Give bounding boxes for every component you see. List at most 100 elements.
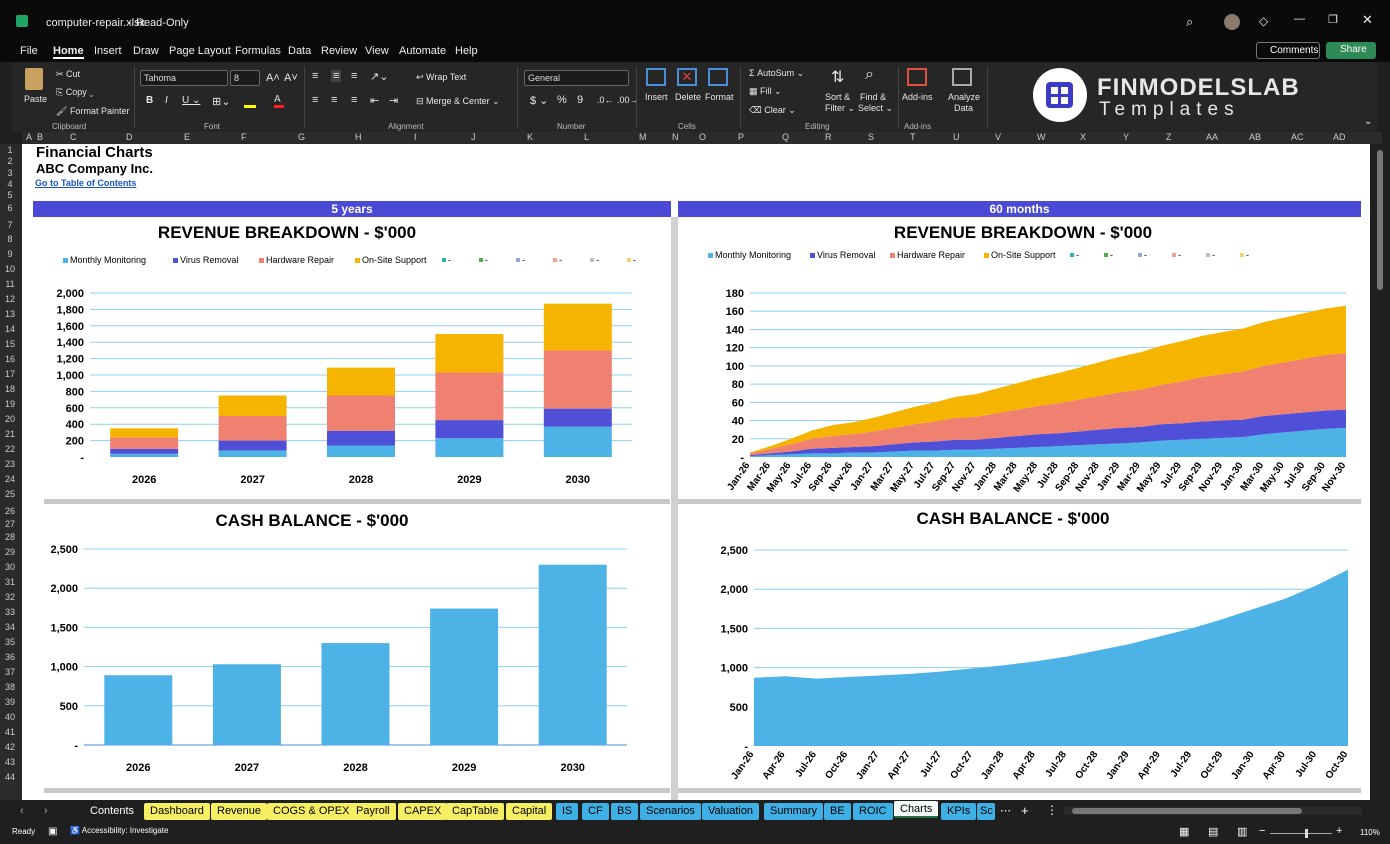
font-name-select[interactable]: Tahoma <box>140 70 228 86</box>
col-header[interactable]: A <box>26 132 33 142</box>
shrink-font-icon[interactable]: A˅ <box>284 72 298 84</box>
zoom-level[interactable]: 110% <box>1360 828 1380 837</box>
tab-sc[interactable]: Sc <box>977 803 995 820</box>
row-header[interactable]: 40 <box>4 712 15 722</box>
format-painter-button[interactable]: 🖌 Format Painter <box>56 106 130 116</box>
col-header[interactable]: S <box>868 132 875 142</box>
row-header[interactable]: 10 <box>4 264 15 274</box>
percent-icon[interactable]: % <box>557 94 567 106</box>
menu-data[interactable]: Data <box>288 45 312 57</box>
insert-button[interactable]: Insert <box>645 92 668 102</box>
tab-kpis[interactable]: KPIs <box>941 803 977 820</box>
format-button[interactable]: Format <box>705 92 734 102</box>
col-header[interactable]: R <box>825 132 832 142</box>
col-header[interactable]: O <box>699 132 707 142</box>
tab-be[interactable]: BE <box>824 803 851 820</box>
tab-capex[interactable]: CAPEX <box>398 803 448 820</box>
col-header[interactable]: Q <box>782 132 790 142</box>
col-header[interactable]: F <box>241 132 247 142</box>
row-header[interactable]: 38 <box>4 682 15 692</box>
select-button[interactable]: Select ⌄ <box>858 103 894 113</box>
row-header[interactable]: 16 <box>4 354 15 364</box>
col-header[interactable]: J <box>471 132 476 142</box>
col-header[interactable]: X <box>1080 132 1087 142</box>
tab-is[interactable]: IS <box>556 803 579 820</box>
paste-icon[interactable] <box>25 68 43 90</box>
page-break-view-icon[interactable]: ▥ <box>1237 826 1248 838</box>
row-header[interactable]: 23 <box>4 459 15 469</box>
insert-cells-icon[interactable] <box>646 68 666 86</box>
borders-icon[interactable]: ⊞⌄ <box>212 96 231 108</box>
col-header[interactable]: Z <box>1166 132 1172 142</box>
revenue-breakdown-annual-chart[interactable]: REVENUE BREAKDOWN - $'000 Monthly Monitor… <box>22 217 671 499</box>
more-sheets-icon[interactable]: ⋯ <box>1000 805 1011 817</box>
col-header[interactable]: C <box>70 132 77 142</box>
row-header[interactable]: 1 <box>7 145 13 155</box>
row-header[interactable]: 43 <box>4 757 15 767</box>
tab-valuation[interactable]: Valuation <box>702 803 760 820</box>
row-header[interactable]: 24 <box>4 474 15 484</box>
prev-sheet-icon[interactable]: ‹ <box>20 805 24 817</box>
col-header[interactable]: W <box>1037 132 1046 142</box>
align-center-icon[interactable]: ≡ <box>331 94 338 106</box>
row-header[interactable]: 44 <box>4 772 15 782</box>
row-header[interactable]: 27 <box>4 519 15 529</box>
grow-font-icon[interactable]: A˄ <box>266 72 280 84</box>
tab-capital[interactable]: Capital <box>506 803 553 820</box>
row-header[interactable]: 7 <box>7 220 13 230</box>
row-header[interactable]: 32 <box>4 592 15 602</box>
fill-button[interactable]: ▦ Fill ⌄ <box>749 86 782 96</box>
col-header[interactable]: B <box>37 132 44 142</box>
merge-center-button[interactable]: ⊟ Merge & Center ⌄ <box>416 96 500 106</box>
row-header[interactable]: 8 <box>7 234 13 244</box>
sheet-options-icon[interactable]: ⋮ <box>1046 803 1058 817</box>
vertical-scrollbar[interactable] <box>1370 144 1390 800</box>
page-layout-view-icon[interactable]: ▤ <box>1208 826 1219 838</box>
sort-filter-icon[interactable]: ⇅ <box>831 69 845 86</box>
restore-icon[interactable]: ❐ <box>1328 14 1338 26</box>
row-header[interactable]: 30 <box>4 562 15 572</box>
row-header[interactable]: 17 <box>4 369 15 379</box>
zoom-in-icon[interactable]: + <box>1336 825 1343 837</box>
font-color-icon[interactable]: A <box>274 94 284 108</box>
tab-contents[interactable]: Contents <box>90 805 135 817</box>
add-sheet-icon[interactable]: + <box>1021 803 1029 818</box>
row-header[interactable]: 34 <box>4 622 15 632</box>
revenue-breakdown-monthly-chart[interactable]: REVENUE BREAKDOWN - $'000 Monthly Monitor… <box>678 217 1361 499</box>
align-top-icon[interactable]: ≡ <box>312 70 319 82</box>
zoom-slider[interactable] <box>1270 829 1332 838</box>
tab-revenue[interactable]: Revenue <box>211 803 268 820</box>
row-header[interactable]: 5 <box>7 190 13 200</box>
align-right-icon[interactable]: ≡ <box>351 94 358 106</box>
row-header[interactable]: 2 <box>7 156 13 166</box>
menu-insert[interactable]: Insert <box>94 45 122 57</box>
find-icon[interactable]: ⌕ <box>865 66 874 83</box>
italic-icon[interactable]: I <box>165 95 168 106</box>
zoom-slider-thumb[interactable] <box>1305 829 1308 838</box>
col-header[interactable]: H <box>355 132 362 142</box>
toc-link[interactable]: Go to Table of Contents <box>35 178 137 188</box>
next-sheet-icon[interactable]: › <box>44 805 48 817</box>
row-header[interactable]: 13 <box>4 309 15 319</box>
row-header[interactable]: 33 <box>4 607 15 617</box>
menu-automate[interactable]: Automate <box>399 45 447 57</box>
decrease-decimal-icon[interactable]: .00→ <box>617 95 639 105</box>
col-header[interactable]: U <box>953 132 960 142</box>
number-format-select[interactable]: General <box>524 70 629 86</box>
align-left-icon[interactable]: ≡ <box>312 94 319 106</box>
row-header[interactable]: 4 <box>7 179 13 189</box>
delete-button[interactable]: Delete <box>675 92 702 102</box>
autosum-button[interactable]: Σ AutoSum ⌄ <box>749 68 805 78</box>
menu-draw[interactable]: Draw <box>133 45 159 57</box>
search-icon[interactable]: ⌕ <box>1186 14 1194 29</box>
menu-home[interactable]: Home <box>53 45 84 59</box>
row-header[interactable]: 39 <box>4 697 15 707</box>
row-header[interactable]: 41 <box>4 727 15 737</box>
minimize-icon[interactable]: — <box>1294 13 1305 25</box>
find-button[interactable]: Find & <box>860 92 887 102</box>
row-header[interactable]: 12 <box>4 294 15 304</box>
col-header[interactable]: AD <box>1333 132 1346 142</box>
paste-button[interactable]: Paste <box>24 94 48 104</box>
tab-cf[interactable]: CF <box>582 803 609 820</box>
diamond-icon[interactable]: ◇ <box>1259 14 1269 28</box>
